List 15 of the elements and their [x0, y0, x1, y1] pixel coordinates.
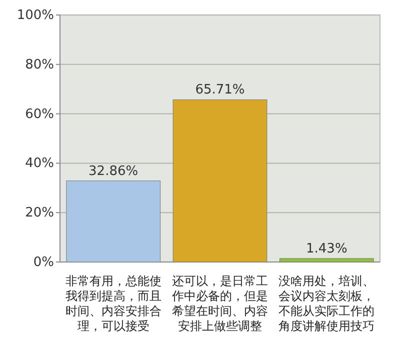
- y-tick-label: 60%: [25, 106, 54, 122]
- x-tick-label: 没啥用处，培训、会议内容太刻板，不能从实际工作的角度讲解使用技巧: [278, 274, 376, 334]
- data-label: 1.43%: [306, 241, 348, 256]
- y-tick-label: 0%: [33, 255, 54, 270]
- y-tick-label: 20%: [25, 206, 54, 221]
- bar: [172, 99, 268, 262]
- y-tick-label: 80%: [25, 57, 54, 72]
- y-tick-label: 100%: [16, 8, 54, 23]
- x-tick-label: 非常有用，总能使我得到提高，而且时间、内容安排合理，可以接受: [64, 274, 162, 334]
- data-label: 65.71%: [195, 82, 245, 98]
- bar: [279, 258, 374, 262]
- y-tick-label: 40%: [25, 156, 54, 172]
- data-label: 32.86%: [88, 164, 138, 179]
- bar: [66, 180, 161, 262]
- x-tick-label: 还可以，是日常工作中必备的，但是希望在时间、内容安排上做些调整: [170, 274, 269, 334]
